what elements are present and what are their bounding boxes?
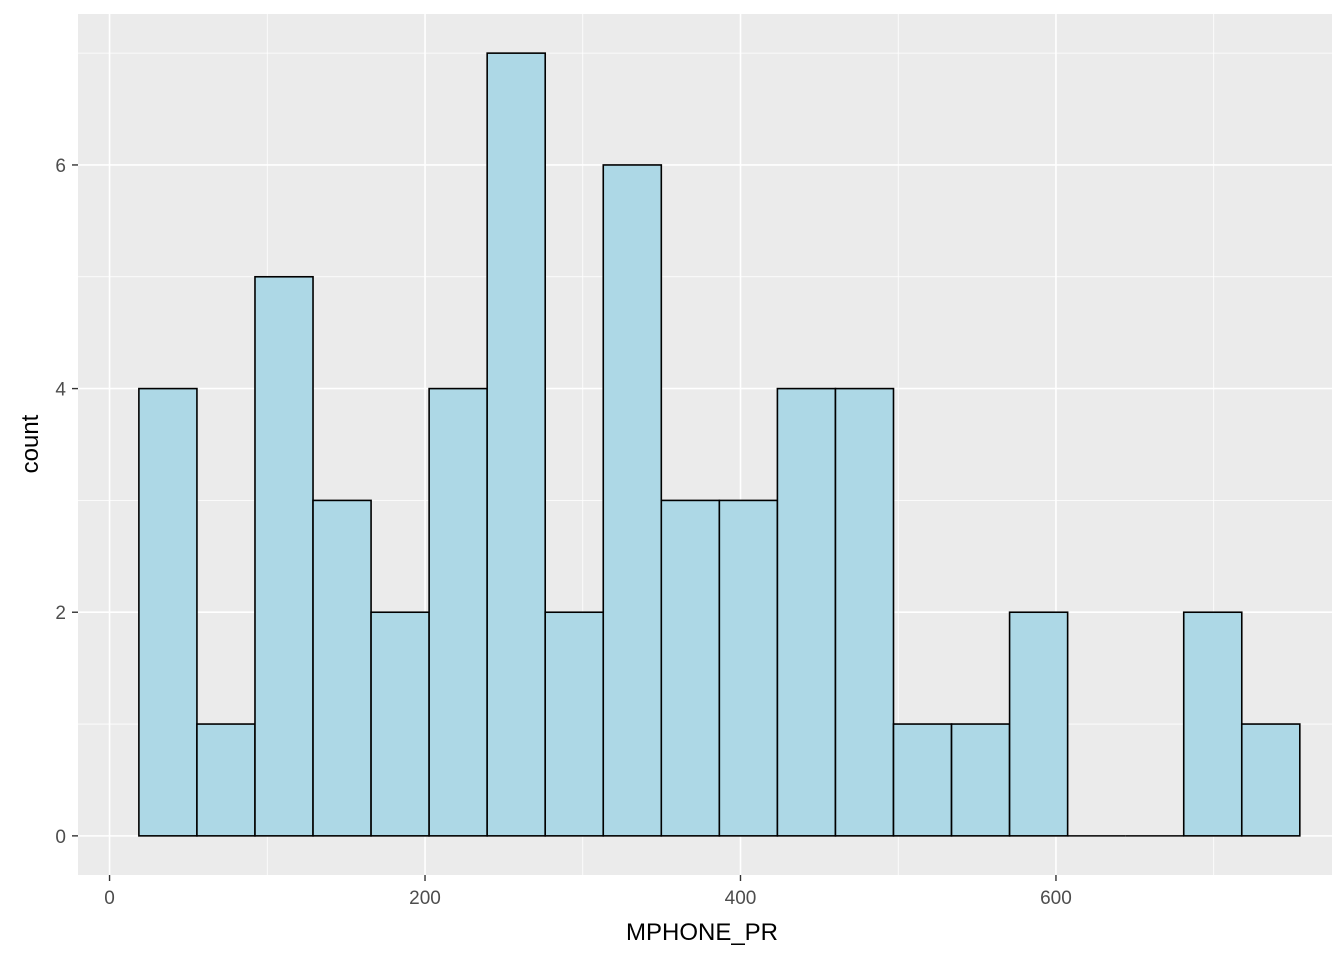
x-tick-label: 200 — [409, 888, 441, 909]
histogram-bar — [834, 387, 895, 837]
y-tick-label: 6 — [55, 156, 66, 177]
histogram-bar — [1008, 611, 1069, 837]
axis-ticks — [72, 164, 1057, 881]
histogram-bar — [254, 275, 314, 837]
y-axis-title: count — [17, 414, 44, 473]
histogram-bar — [950, 723, 1011, 837]
histogram-bar — [718, 499, 779, 837]
histogram-bar — [660, 499, 721, 837]
histogram-bar — [1240, 723, 1301, 837]
histogram-bar — [544, 611, 605, 837]
histogram-bar — [892, 723, 953, 837]
histogram-bar — [312, 499, 372, 837]
x-tick-label: 400 — [725, 888, 757, 909]
histogram-bar — [138, 387, 198, 837]
x-axis-title: MPHONE_PR — [626, 919, 778, 946]
histogram-bar — [1182, 611, 1243, 837]
x-tick-label: 0 — [104, 888, 115, 909]
x-tick-label: 600 — [1040, 888, 1072, 909]
histogram-bar — [370, 611, 430, 837]
y-tick-label: 4 — [55, 380, 66, 401]
y-tick-label: 0 — [55, 827, 66, 848]
histogram-bar — [428, 387, 488, 837]
histogram-bars — [138, 52, 1301, 837]
histogram-bar — [602, 164, 663, 837]
histogram-bar — [486, 52, 547, 837]
y-tick-label: 2 — [55, 603, 66, 624]
histogram-bar — [196, 723, 256, 837]
histogram-bar — [776, 387, 837, 837]
tick-labels: 0 200 400 600 0 2 4 6 — [55, 156, 1071, 909]
